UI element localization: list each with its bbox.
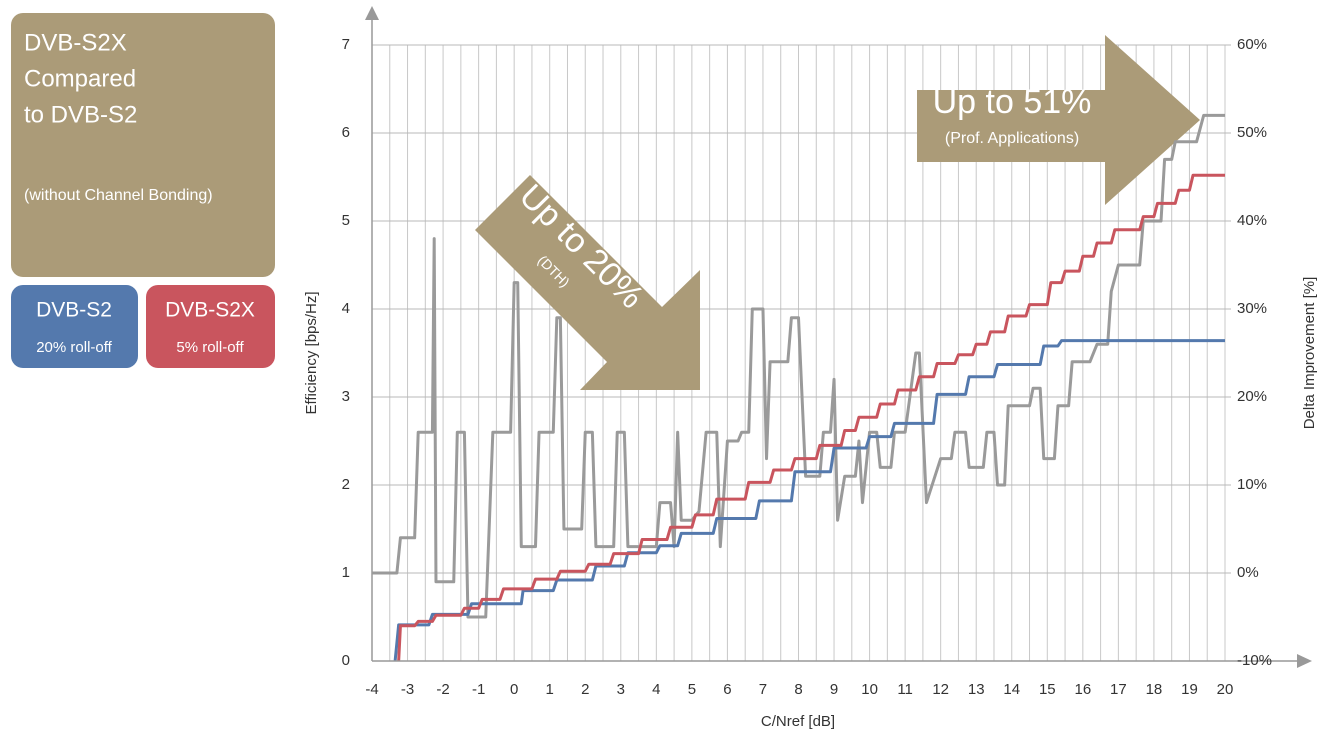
legend-label: DVB-S2X <box>165 299 255 322</box>
x-tick-label: 20 <box>1217 681 1234 698</box>
x-tick-label: 14 <box>1003 681 1020 698</box>
y-tick-label: 5 <box>342 212 350 229</box>
x-tick-label: 18 <box>1146 681 1163 698</box>
y2-tick-label: 60% <box>1237 36 1267 53</box>
x-tick-label: 1 <box>546 681 554 698</box>
plot <box>372 113 1225 662</box>
y-tick-label: 1 <box>342 564 350 581</box>
x-tick-label: 8 <box>794 681 802 698</box>
x-tick-label: 11 <box>897 681 913 698</box>
legend-box <box>146 285 275 368</box>
x-tick-label: -1 <box>472 681 485 698</box>
y2-tick-label: 40% <box>1237 212 1267 229</box>
series-line <box>393 339 1225 662</box>
legend-label: DVB-S2 <box>36 299 112 322</box>
title-line: DVB-S2X <box>24 29 127 56</box>
x-tick-label: 2 <box>581 681 589 698</box>
title-panel <box>11 13 275 277</box>
x-tick-label: 5 <box>688 681 696 698</box>
x-axis-label: C/Nref [dB] <box>761 713 835 730</box>
x-tick-label: 6 <box>723 681 731 698</box>
x-tick-label: 4 <box>652 681 660 698</box>
axis-arrow <box>365 6 379 20</box>
x-tick-label: 0 <box>510 681 518 698</box>
x-tick-label: 13 <box>968 681 985 698</box>
arrow <box>475 175 700 390</box>
y-tick-label: 0 <box>342 652 350 669</box>
y2-tick-label: 10% <box>1237 476 1267 493</box>
x-tick-label: 16 <box>1074 681 1091 698</box>
x-tick-label: 12 <box>932 681 949 698</box>
y2-tick-label: 50% <box>1237 124 1267 141</box>
y2-tick-label: 20% <box>1237 388 1267 405</box>
y2-tick-label: -10% <box>1237 652 1272 669</box>
title-line: Compared <box>24 65 136 92</box>
y-tick-label: 3 <box>342 388 350 405</box>
legend-note: 20% roll-off <box>36 339 112 356</box>
y-axis-label: Efficiency [bps/Hz] <box>303 291 320 414</box>
legend-box <box>11 285 138 368</box>
subtitle: (without Channel Bonding) <box>24 187 213 204</box>
title-line: to DVB-S2 <box>24 101 137 128</box>
annotation: Up to 51% <box>933 83 1092 121</box>
x-tick-label: 9 <box>830 681 838 698</box>
annotation-note: (Prof. Applications) <box>945 130 1079 147</box>
x-tick-label: 17 <box>1110 681 1127 698</box>
x-tick-label: 7 <box>759 681 767 698</box>
axis-arrow <box>1297 654 1312 668</box>
legend-note: 5% roll-off <box>176 339 244 356</box>
series-line <box>372 113 1225 619</box>
series-line <box>397 173 1225 662</box>
arrow <box>917 35 1200 205</box>
x-tick-label: 3 <box>617 681 625 698</box>
y-tick-label: 4 <box>342 300 350 317</box>
y2-tick-label: 30% <box>1237 300 1267 317</box>
y2-axis-label: Delta Improvement [%] <box>1301 277 1318 430</box>
y-tick-label: 7 <box>342 36 350 53</box>
y-tick-label: 6 <box>342 124 350 141</box>
y2-tick-label: 0% <box>1237 564 1259 581</box>
x-tick-label: 15 <box>1039 681 1056 698</box>
y-tick-label: 2 <box>342 476 350 493</box>
x-tick-label: -4 <box>365 681 378 698</box>
x-tick-label: 10 <box>861 681 878 698</box>
x-tick-label: 19 <box>1181 681 1198 698</box>
x-tick-label: -2 <box>436 681 449 698</box>
x-tick-label: -3 <box>401 681 414 698</box>
